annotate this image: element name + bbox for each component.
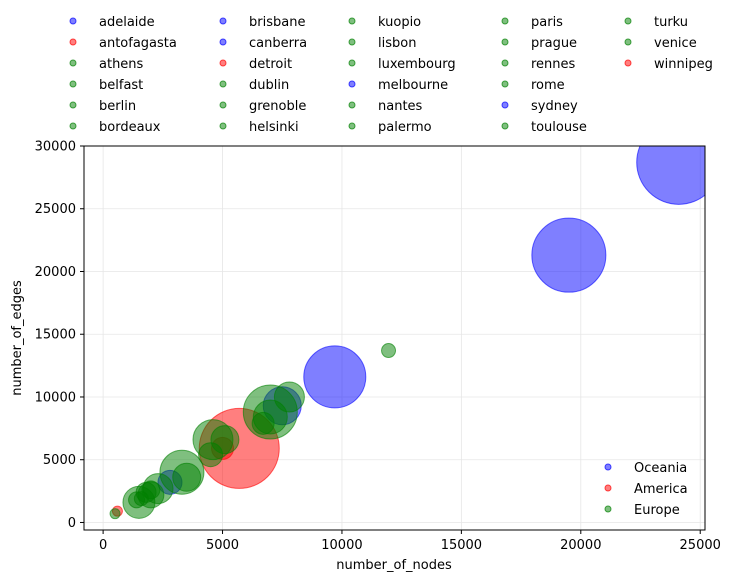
legend-marker (69, 38, 77, 46)
legend-marker (501, 17, 509, 25)
legend-label: lisbon (378, 36, 416, 51)
legend-marker (348, 17, 356, 25)
y-axis-ticks: 0 5000 10000 15000 20000 25000 30000 (35, 140, 84, 531)
legend-label: melbourne (378, 78, 448, 93)
legend-label: grenoble (249, 99, 306, 114)
legend-label: antofagasta (99, 36, 177, 51)
legend-label: venice (654, 36, 697, 51)
legend-label: berlin (99, 99, 136, 114)
legend-label: Europe (634, 503, 680, 518)
x-axis-ticks: 0 5000 10000 15000 20000 25000 (99, 530, 721, 553)
data-points (109, 146, 705, 520)
x-tick-label: 5000 (206, 538, 239, 553)
legend-marker (624, 59, 632, 67)
data-point (198, 442, 224, 468)
legend-marker (348, 122, 356, 130)
legend-marker (69, 17, 77, 25)
legend-marker (219, 59, 227, 67)
legend-marker (624, 17, 632, 25)
data-point (172, 462, 202, 492)
region-legend: Oceania America Europe (604, 461, 688, 518)
data-point (531, 217, 607, 293)
legend-marker (348, 101, 356, 109)
legend-marker (348, 38, 356, 46)
y-tick-label: 15000 (35, 328, 76, 343)
legend-marker (501, 38, 509, 46)
x-axis-label: number_of_nodes (336, 558, 452, 573)
legend-label: belfast (99, 78, 143, 93)
y-tick-label: 25000 (35, 202, 76, 217)
legend-marker (69, 59, 77, 67)
legend-marker (624, 38, 632, 46)
data-point (381, 343, 397, 359)
legend-label: detroit (249, 57, 292, 72)
legend-label: Oceania (634, 461, 687, 476)
x-tick-label: 15000 (441, 538, 482, 553)
x-tick-label: 10000 (321, 538, 362, 553)
y-axis-label: number_of_edges (10, 280, 25, 396)
legend-marker (501, 122, 509, 130)
legend-label: athens (99, 57, 144, 72)
y-tick-label: 20000 (35, 265, 76, 280)
data-point (636, 146, 705, 205)
data-point (303, 345, 367, 409)
x-tick-label: 0 (99, 538, 107, 553)
legend-label: nantes (378, 99, 423, 114)
legend-marker (604, 463, 612, 471)
legend-label: rome (531, 78, 565, 93)
legend-label: rennes (531, 57, 576, 72)
legend-marker (219, 17, 227, 25)
legend-marker (501, 101, 509, 109)
y-tick-label: 30000 (35, 140, 76, 155)
y-tick-label: 10000 (35, 390, 76, 405)
legend-label: dublin (249, 78, 289, 93)
legend-marker (348, 80, 356, 88)
legend-label: canberra (249, 36, 307, 51)
legend-label: helsinki (249, 120, 299, 135)
legend-label: brisbane (249, 15, 305, 30)
legend-marker (501, 59, 509, 67)
legend-marker (69, 80, 77, 88)
legend-marker (219, 80, 227, 88)
legend-marker (604, 505, 612, 513)
legend-label: America (634, 482, 688, 497)
legend-label: kuopio (378, 15, 421, 30)
city-legend: adelaide antofagasta athens belfast berlin bo… (69, 15, 713, 135)
legend-marker (219, 101, 227, 109)
y-tick-label: 0 (68, 516, 76, 531)
legend-label: luxembourg (378, 57, 456, 72)
legend-label: prague (531, 36, 577, 51)
data-point (251, 411, 275, 435)
legend-marker (348, 59, 356, 67)
legend-marker (219, 38, 227, 46)
legend-label: bordeaux (99, 120, 161, 135)
legend-marker (604, 484, 612, 492)
data-point (133, 491, 149, 507)
plot-frame (83, 145, 706, 531)
x-tick-label: 20000 (560, 538, 601, 553)
legend-label: adelaide (99, 15, 155, 30)
y-tick-label: 5000 (43, 453, 76, 468)
legend-marker (69, 122, 77, 130)
legend-label: toulouse (531, 120, 587, 135)
legend-label: winnipeg (654, 57, 713, 72)
x-tick-label: 25000 (680, 538, 721, 553)
legend-label: paris (531, 15, 563, 30)
data-point (109, 508, 121, 520)
legend-marker (501, 80, 509, 88)
legend-label: palermo (378, 120, 432, 135)
legend-marker (219, 122, 227, 130)
legend-label: turku (654, 15, 688, 30)
legend-label: sydney (531, 99, 578, 114)
legend-marker (69, 101, 77, 109)
